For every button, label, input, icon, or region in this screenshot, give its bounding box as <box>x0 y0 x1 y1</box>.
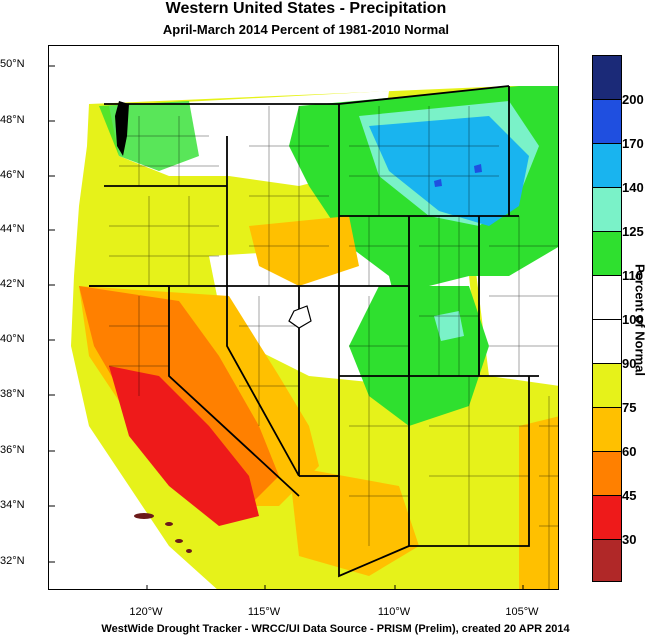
legend-color-bar <box>592 55 622 582</box>
region-very-wet-montana <box>369 116 529 226</box>
lat-label-46: 46°N <box>0 169 25 181</box>
legend-tick-125: 125 <box>622 224 644 239</box>
region-moderately-dry-oregon <box>249 216 359 286</box>
puget-sound <box>115 101 129 156</box>
map-canvas <box>49 46 558 589</box>
region-wetter-colorado <box>434 311 464 341</box>
legend-swatch-30-45 <box>593 496 621 540</box>
legend-title: Percent of Normal <box>632 264 648 376</box>
legend-tick-30: 30 <box>622 532 637 547</box>
legend-swatch-110-125 <box>593 232 621 276</box>
legend-swatch-200-plus <box>593 56 621 100</box>
map-title: Western United States - Precipitation <box>165 0 447 17</box>
legend-tick-45: 45 <box>622 488 637 503</box>
lat-label-32: 32°N <box>0 555 25 567</box>
lat-label-48: 48°N <box>0 114 25 126</box>
map-tick-marks <box>49 65 524 589</box>
legend-tick-90: 90 <box>622 356 637 371</box>
lon-label-110: 110°W <box>377 606 411 618</box>
legend-swatch-75-90 <box>593 364 621 408</box>
lon-label-105: 105°W <box>505 606 539 618</box>
region-very-dry-california <box>109 366 259 526</box>
map-footer: WestWide Drought Tracker - WRCC/UI Data … <box>101 623 570 635</box>
legend-swatch-45-60 <box>593 452 621 496</box>
legend-tick-140: 140 <box>622 180 644 195</box>
legend-swatch-60-75 <box>593 408 621 452</box>
region-extreme-wet-spot <box>434 179 442 187</box>
lat-label-42: 42°N <box>0 278 25 290</box>
legend-swatch-170-200 <box>593 100 621 144</box>
legend-tick-100: 100 <box>622 312 644 327</box>
legend-swatch-125-140 <box>593 188 621 232</box>
legend-swatch-140-170 <box>593 144 621 188</box>
lon-label-120: 120°W <box>129 606 163 618</box>
county-borders <box>109 106 558 589</box>
lat-label-40: 40°N <box>0 333 25 345</box>
great-salt-lake <box>288 305 312 329</box>
legend-tick-60: 60 <box>622 444 637 459</box>
lat-label-34: 34°N <box>0 499 25 511</box>
legend-tick-200: 200 <box>622 92 644 107</box>
lon-label-115: 115°W <box>247 606 281 618</box>
region-extreme-wet-spot-2 <box>474 164 482 173</box>
legend-swatch-90-100 <box>593 320 621 364</box>
legend-tick-75: 75 <box>622 400 637 415</box>
legend-swatch-100-110 <box>593 276 621 320</box>
precipitation-map <box>48 45 559 590</box>
lat-label-44: 44°N <box>0 223 25 235</box>
lat-label-50: 50°N <box>0 58 25 70</box>
legend-tick-110: 110 <box>622 268 643 283</box>
lat-label-38: 38°N <box>0 388 25 400</box>
legend-swatch-below-30 <box>593 540 621 581</box>
legend-tick-170: 170 <box>622 136 644 151</box>
channel-islands <box>134 513 192 553</box>
lat-label-36: 36°N <box>0 444 25 456</box>
map-subtitle: April-March 2014 Percent of 1981-2010 No… <box>162 22 450 37</box>
region-moderately-dry-arizona <box>289 466 419 576</box>
region-moderately-dry-texas <box>519 416 558 589</box>
